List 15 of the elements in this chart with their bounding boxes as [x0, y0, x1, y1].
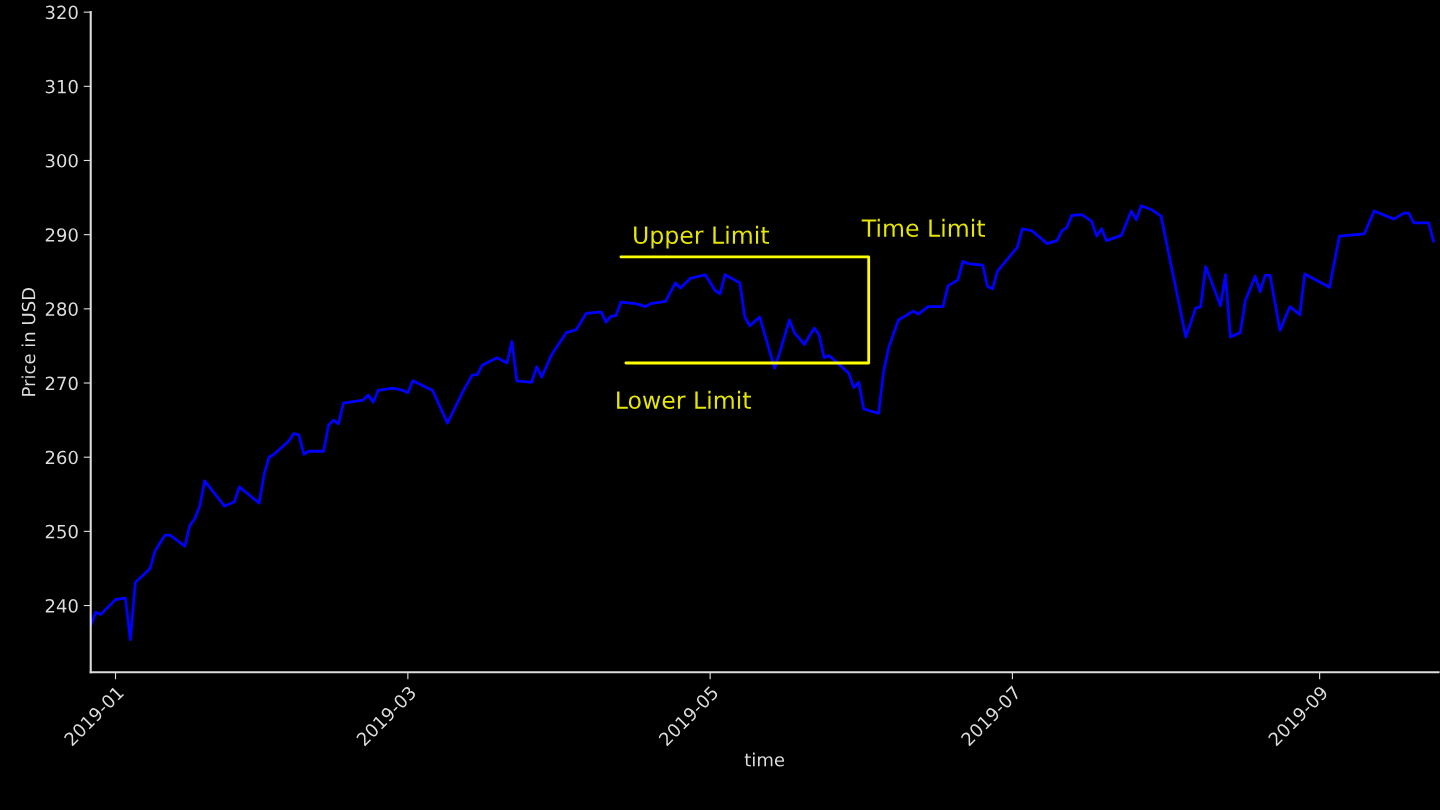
- y-tick-label: 320: [45, 5, 78, 20]
- y-tick-label: 240: [45, 599, 78, 613]
- y-tick-label: 280: [45, 302, 78, 316]
- annotation: Lower Limit: [617, 390, 751, 410]
- y-axis-title: Price in USD: [21, 288, 36, 396]
- y-tick-label: 270: [45, 376, 78, 391]
- x-axis-title: time: [744, 752, 785, 767]
- annotation: Time Limit: [861, 218, 985, 238]
- line-series: [90, 204, 1435, 642]
- y-tick-label: 250: [45, 524, 78, 539]
- y-tick-label: 260: [45, 450, 78, 465]
- y-tick-label: 310: [45, 79, 78, 94]
- y-tick-label: 300: [45, 153, 78, 168]
- annotation: Upper Limit: [634, 225, 770, 249]
- y-tick-label: 290: [45, 228, 78, 242]
